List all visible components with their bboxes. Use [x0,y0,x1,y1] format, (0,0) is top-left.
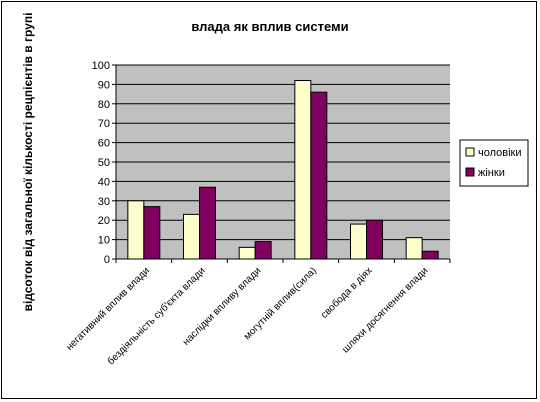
y-tick-label: 90 [98,79,110,91]
y-tick-label: 0 [104,254,110,266]
bar-series2 [310,91,328,260]
legend-swatch [465,167,475,177]
gridlines [116,64,450,260]
bar-series1 [127,200,145,260]
y-tick-label: 80 [98,99,110,111]
y-tick-label: 70 [98,118,110,130]
chart-title: влада як вплив системи [191,19,348,34]
y-tick-label: 50 [98,157,110,169]
legend-label: жінки [478,167,505,179]
x-tick-label: свобода в діях [318,265,374,321]
y-tick-label: 60 [98,138,110,150]
bar-series1 [183,213,200,260]
y-tick-labels: 0 10 20 30 40 50 60 70 80 90 100 [92,60,110,266]
y-tick-label: 100 [92,60,110,72]
y-tick-label: 40 [98,176,110,188]
y-axis-label: відсоток від загальної кількості рецпієн… [21,13,35,312]
x-tick-label: бездіяльність суб'єкта влади [105,265,208,368]
y-tick-label: 10 [98,235,110,247]
bar-series2 [143,206,161,260]
bar-series2 [366,219,383,260]
bar-series2 [421,250,439,260]
bar-series2 [199,186,216,260]
bar-series1 [294,80,312,260]
legend: чоловіки жінки [459,139,529,187]
bar-series1 [350,223,367,260]
bar-series1 [405,237,423,260]
legend-swatch [465,147,475,157]
y-tick-label: 20 [98,215,110,227]
bar-series1 [238,246,256,260]
axes [112,64,451,263]
legend-label: чоловіки [478,147,522,159]
bar-series2 [254,241,272,260]
y-tick-label: 30 [98,196,110,208]
